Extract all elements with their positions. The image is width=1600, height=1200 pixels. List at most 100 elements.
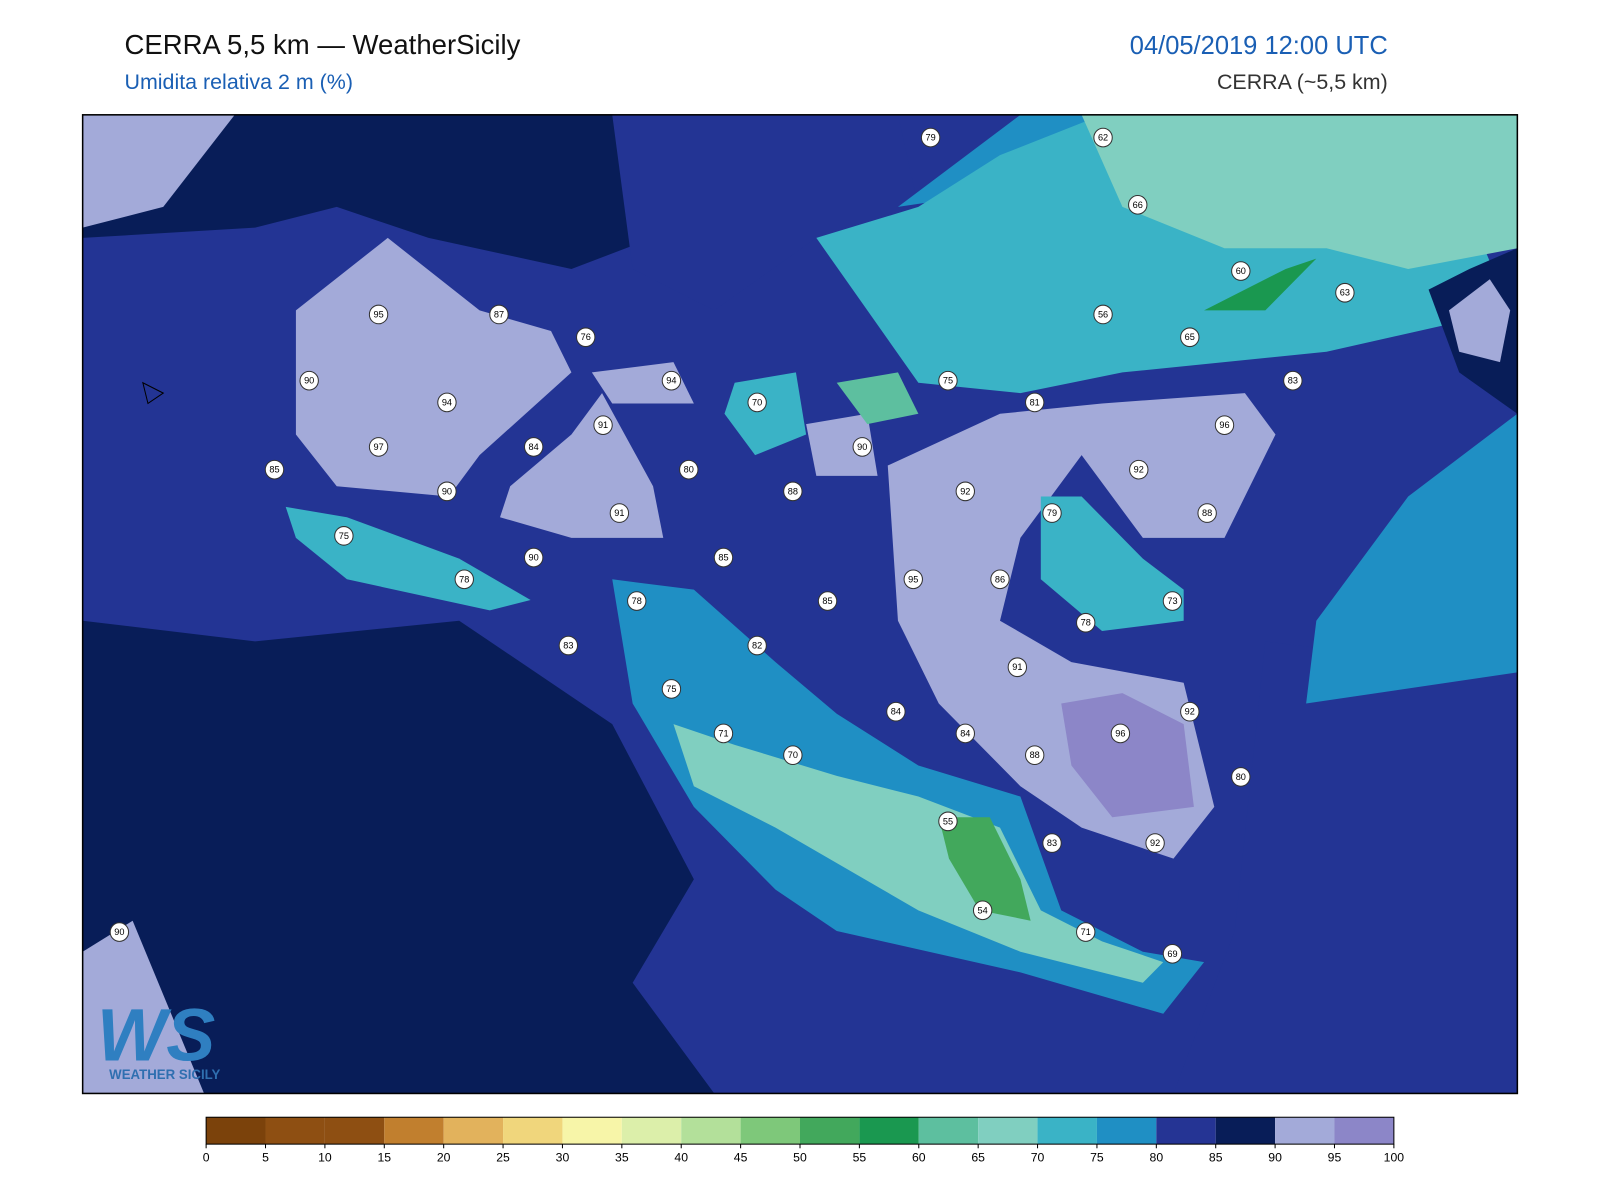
station-value: 82: [752, 640, 762, 650]
colorbar-tick-label: 45: [734, 1151, 748, 1165]
station-value: 88: [788, 486, 798, 496]
station-marker: [1110, 723, 1131, 744]
colorbar-bin: [206, 1117, 266, 1145]
station-marker: [437, 392, 457, 413]
colorbar-bin: [740, 1117, 800, 1145]
station-value: 86: [995, 574, 1005, 584]
station-value: 83: [1047, 838, 1057, 848]
station-value: 79: [926, 133, 936, 143]
station-value: 84: [529, 442, 539, 452]
station-value: 91: [614, 508, 624, 518]
station-marker: [1129, 459, 1149, 480]
colorbar-tick-label: 95: [1328, 1151, 1342, 1165]
logo-mark: WS: [97, 993, 215, 1077]
station-value: 56: [1098, 309, 1108, 319]
colorbar-bin: [384, 1117, 444, 1145]
colorbar-tick-label: 80: [1150, 1151, 1164, 1165]
colorbar-tick-label: 60: [912, 1151, 926, 1165]
colorbar-tick-label: 65: [971, 1151, 985, 1165]
station-value: 85: [269, 465, 279, 475]
station-value: 83: [1288, 376, 1298, 386]
station-value: 80: [1236, 772, 1246, 782]
station-marker: [1231, 261, 1251, 281]
colorbar-tick-label: 10: [318, 1151, 332, 1165]
station-marker: [1076, 612, 1096, 633]
station-marker: [955, 723, 975, 744]
station-value: 60: [1236, 266, 1246, 276]
colorbar-tick-label: 100: [1384, 1151, 1405, 1165]
station-marker: [368, 304, 389, 325]
station-value: 73: [1167, 596, 1177, 606]
station-marker: [593, 415, 613, 436]
colorbar-tick-label: 25: [496, 1151, 510, 1165]
station-value: 69: [1167, 949, 1177, 959]
station-value: 78: [459, 574, 469, 584]
colorbar-bin: [681, 1117, 741, 1145]
station-marker: [523, 437, 544, 457]
station-value: 96: [1219, 420, 1229, 430]
station-value: 84: [960, 728, 970, 738]
station-value: 63: [1340, 288, 1350, 298]
colorbar-tick-label: 15: [377, 1151, 391, 1165]
station-value: 92: [960, 486, 970, 496]
station-value: 88: [1202, 508, 1212, 518]
station-marker: [1283, 370, 1303, 391]
station-value: 78: [1081, 618, 1091, 628]
datetime: 04/05/2019 12:00 UTC: [1130, 32, 1388, 60]
station-marker: [852, 437, 872, 457]
station-value: 96: [1115, 728, 1125, 738]
station-value: 90: [442, 486, 452, 496]
logo-name: WEATHER SICILY: [109, 1067, 220, 1082]
station-marker: [713, 547, 734, 568]
station-marker: [1197, 503, 1217, 523]
station-value: 94: [666, 376, 676, 386]
colorbar-bin: [1334, 1117, 1394, 1145]
station-marker: [437, 481, 457, 502]
station-value: 92: [1185, 707, 1195, 717]
station-value: 95: [908, 574, 918, 584]
station-marker: [1007, 657, 1028, 678]
station-marker: [1025, 745, 1045, 765]
station-value: 80: [684, 465, 694, 475]
station-value: 55: [943, 816, 953, 826]
station-marker: [661, 370, 682, 391]
colorbar-tick-label: 70: [1031, 1151, 1045, 1165]
station-marker: [264, 459, 285, 480]
colorbar-bin: [443, 1117, 504, 1145]
colorbar-bin: [918, 1117, 979, 1145]
station-marker: [1025, 392, 1045, 413]
station-marker: [609, 503, 630, 523]
station-value: 75: [943, 376, 953, 386]
station-value: 65: [1185, 332, 1195, 342]
colorbar-tick-label: 35: [615, 1151, 629, 1165]
station-value: 75: [666, 684, 676, 694]
colorbar-bin: [800, 1117, 860, 1145]
station-value: 62: [1098, 133, 1108, 143]
station-marker: [903, 569, 923, 590]
colorbar-bin: [1096, 1117, 1157, 1145]
station-value: 75: [339, 531, 349, 541]
station-value: 92: [1134, 465, 1144, 475]
station-marker: [1162, 591, 1183, 611]
station-marker: [1335, 282, 1355, 303]
title: CERRA 5,5 km — WeatherSicily: [124, 29, 520, 60]
station-marker: [679, 459, 699, 480]
station-value: 85: [718, 553, 728, 563]
colorbar-tick-label: 30: [556, 1151, 570, 1165]
map-frame: [81, 114, 1519, 1095]
station-value: 70: [752, 397, 762, 407]
station-marker: [489, 304, 509, 325]
colorbar-tick-label: 50: [793, 1151, 807, 1165]
station-marker: [1076, 922, 1096, 942]
station-value: 71: [1081, 927, 1091, 937]
station-marker: [990, 569, 1010, 590]
station-value: 90: [114, 927, 124, 937]
colorbar-tick-label: 40: [674, 1151, 688, 1165]
station-marker: [576, 327, 596, 348]
station-marker: [661, 679, 682, 699]
subtitle: Umidita relativa 2 m (%): [124, 69, 352, 94]
colorbar-tick-label: 55: [853, 1151, 867, 1165]
station-marker: [299, 370, 319, 391]
station-value: 95: [373, 309, 383, 319]
